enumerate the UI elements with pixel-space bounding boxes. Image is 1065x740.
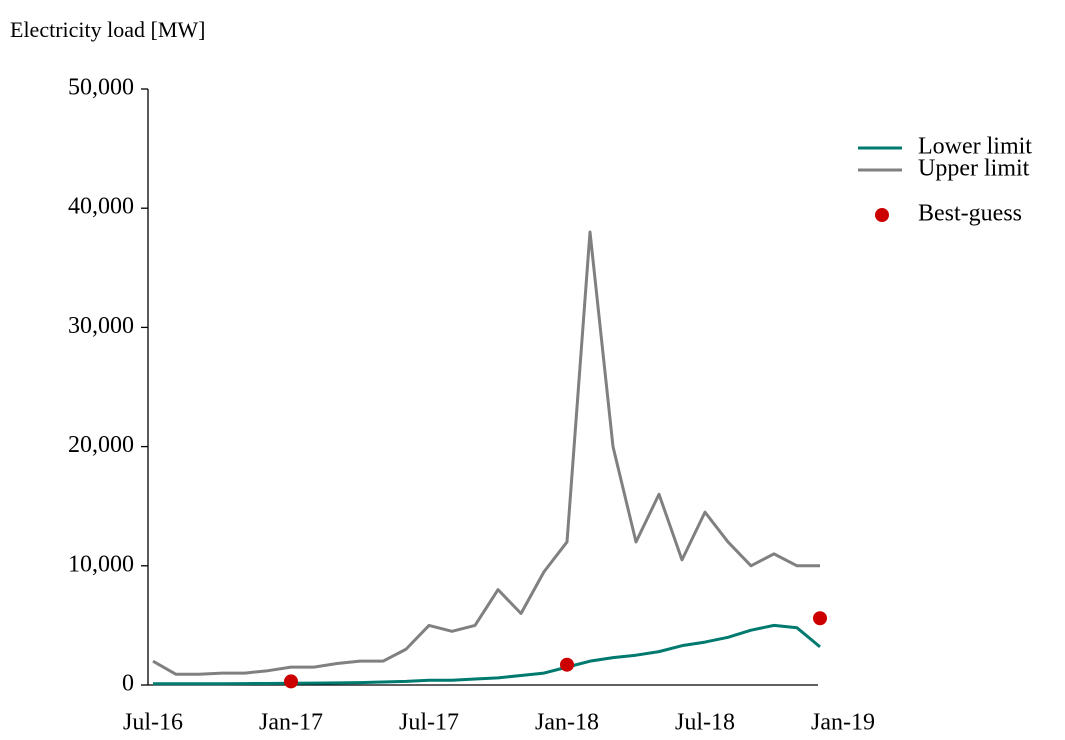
x-tick-label: Jul-16 — [123, 710, 183, 736]
legend-label: Best-guess — [918, 201, 1022, 227]
best-guess-point — [813, 611, 827, 626]
best-guess-point — [560, 657, 574, 672]
legend-label: Upper limit — [918, 156, 1030, 182]
series-line — [152, 230, 820, 676]
x-tick-label: Jan-19 — [811, 710, 875, 736]
x-tick-label: Jul-18 — [675, 710, 735, 736]
x-tick-label: Jan-18 — [535, 710, 599, 736]
series-line — [153, 623, 821, 686]
y-tick-label: 20,000 — [68, 432, 134, 458]
y-tick-label: 30,000 — [68, 313, 134, 339]
legend-label: Lower limit — [918, 134, 1032, 160]
x-tick-label: Jul-17 — [399, 710, 459, 736]
y-tick-label: 0 — [122, 671, 134, 697]
y-tick-label: 10,000 — [68, 551, 134, 577]
best-guess-point — [284, 674, 298, 689]
y-axis-title: Electricity load [MW] — [10, 17, 205, 42]
legend-marker — [875, 208, 889, 222]
x-tick-label: Jan-17 — [259, 710, 323, 736]
y-tick-label: 40,000 — [68, 194, 134, 220]
y-tick-label: 50,000 — [68, 75, 134, 101]
